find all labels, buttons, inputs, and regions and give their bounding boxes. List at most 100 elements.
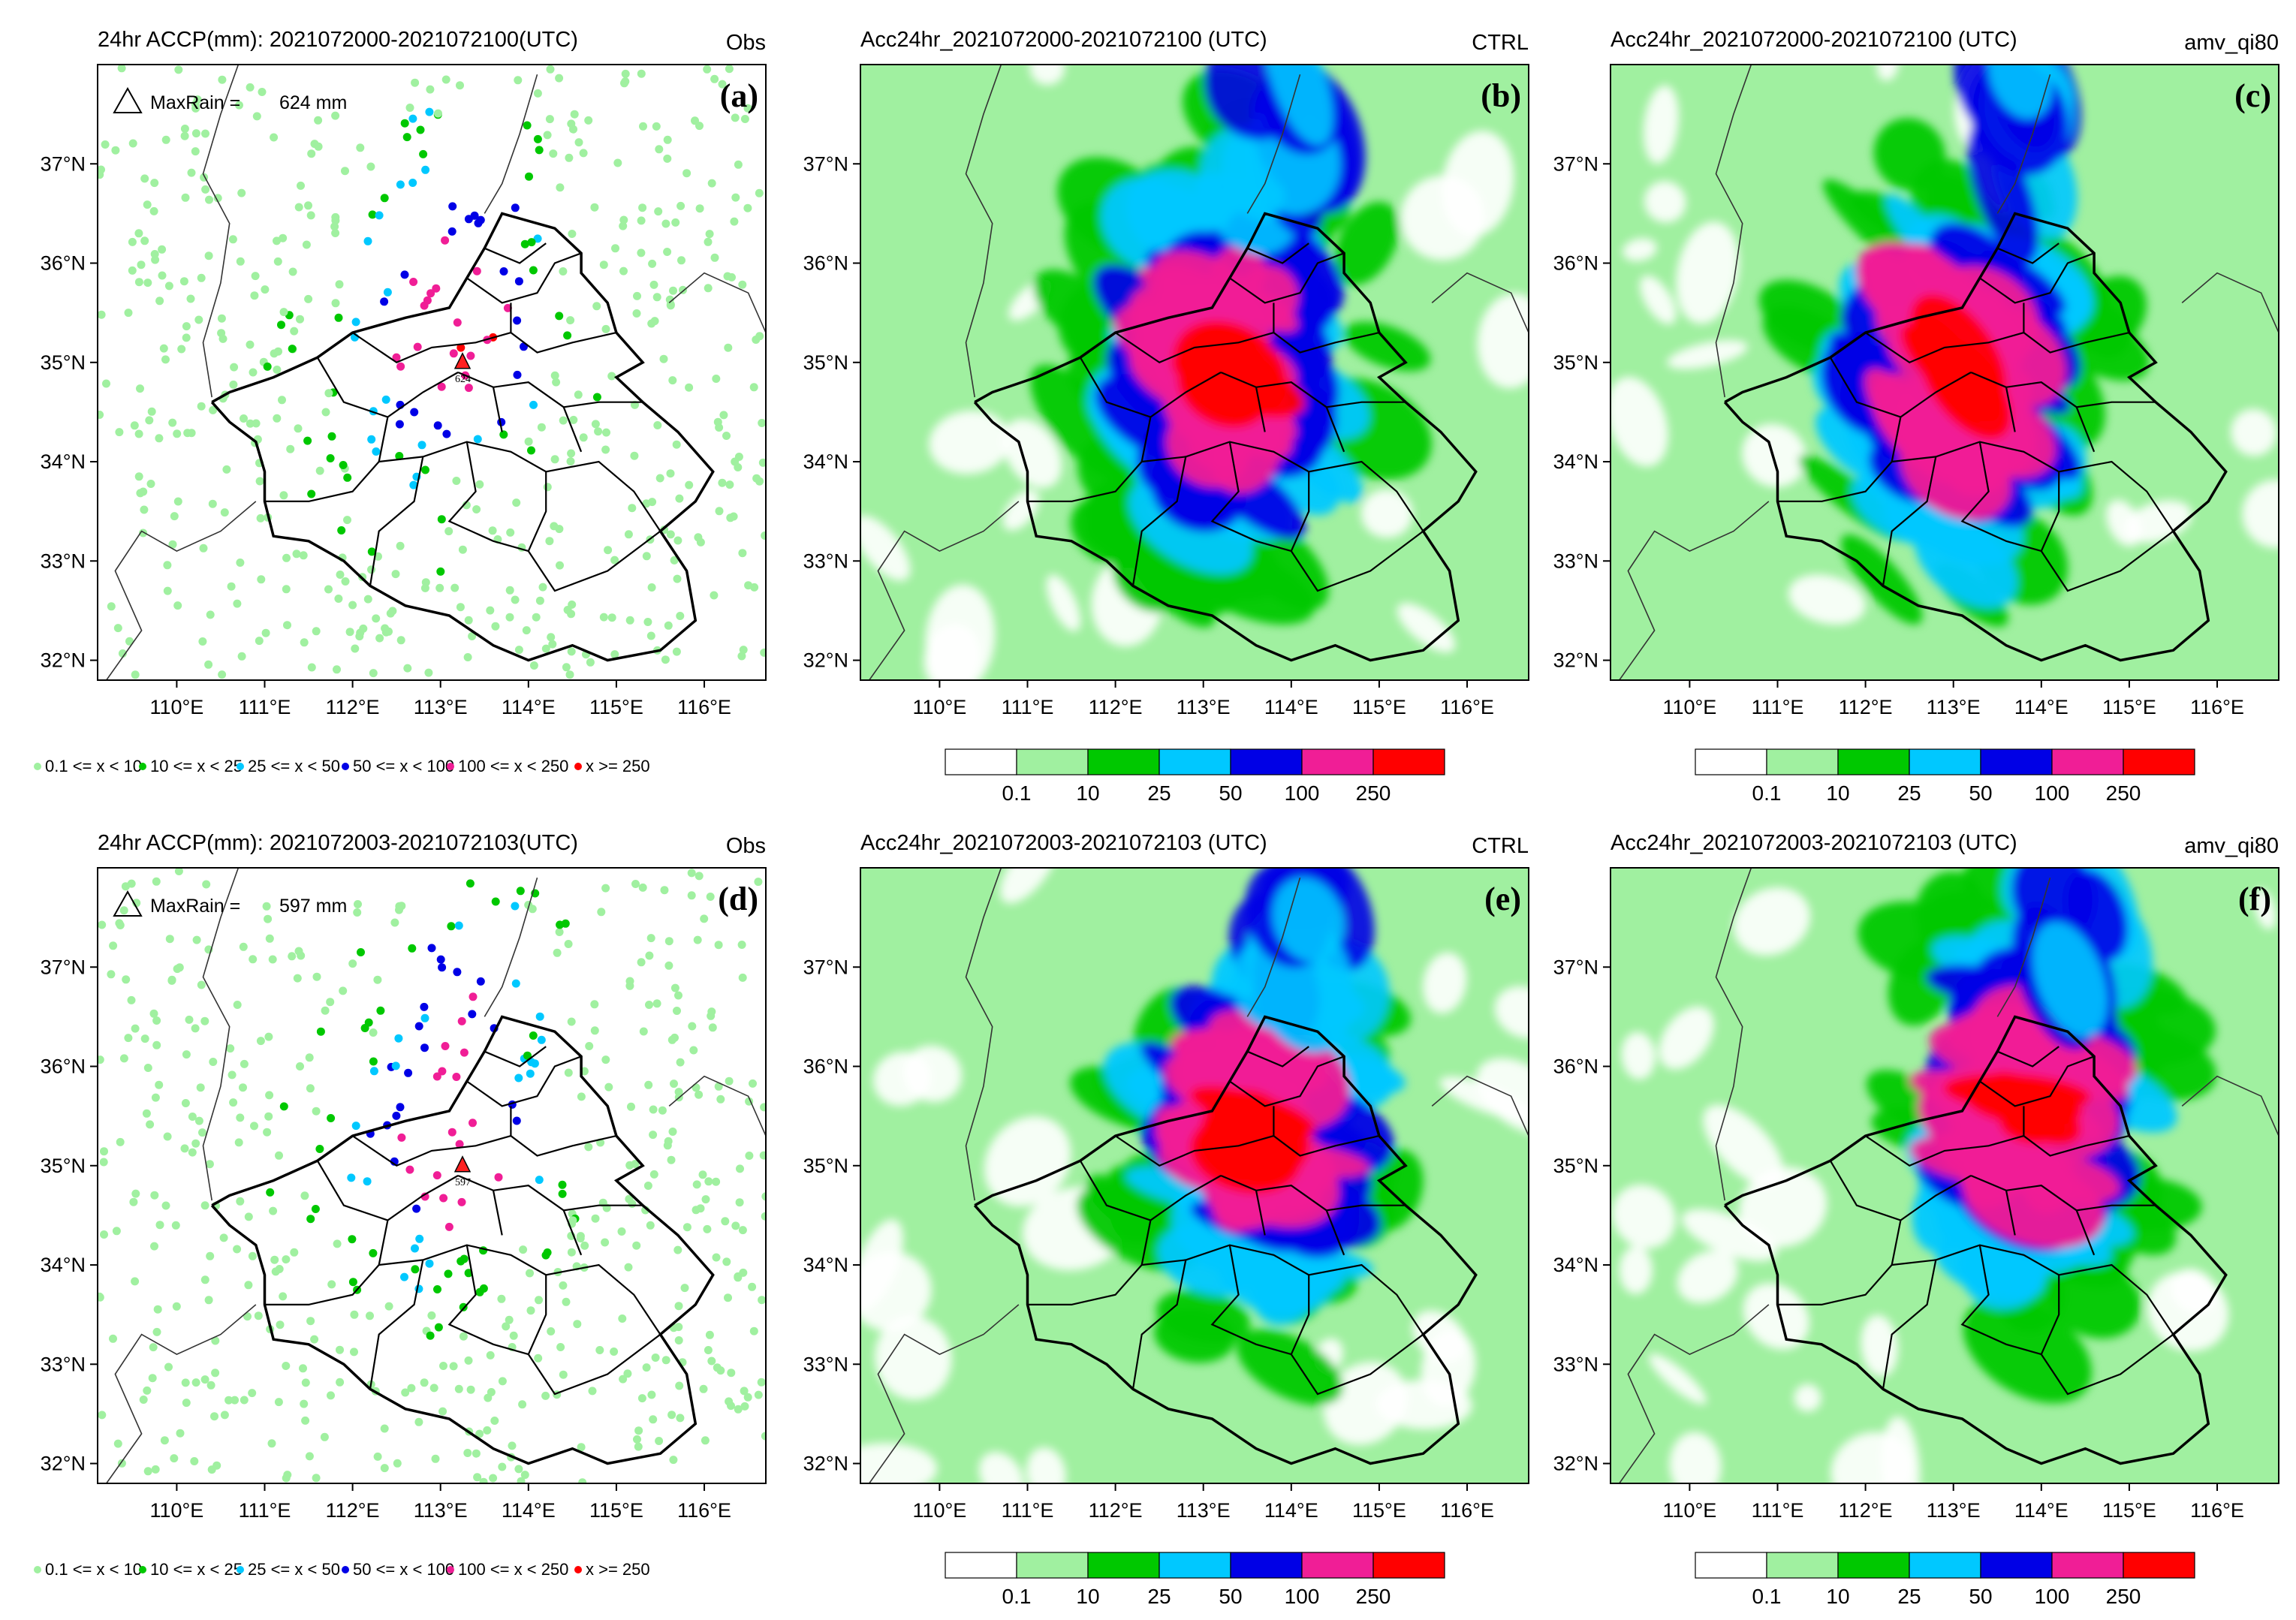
- station-dot: [526, 1069, 535, 1078]
- neighbor-boundary: [1715, 868, 1752, 1201]
- station-dot: [182, 1050, 191, 1059]
- station-dot: [155, 434, 164, 443]
- colorbar: 0.1 10 25 50 100 250: [1695, 1552, 2195, 1608]
- station-dot: [163, 561, 172, 570]
- station-dot: [99, 1158, 108, 1167]
- station-dot: [547, 1327, 556, 1335]
- station-dot: [174, 65, 183, 74]
- station-dot: [149, 1343, 158, 1352]
- lat-tick-label: 35°N: [1553, 351, 1598, 374]
- station-dot: [333, 665, 341, 674]
- station-dot: [740, 1402, 749, 1411]
- colorbar-label: 250: [2106, 781, 2141, 805]
- station-dot: [426, 1331, 435, 1340]
- station-dot: [369, 1028, 378, 1037]
- station-dot: [682, 1223, 692, 1232]
- precip-contour: [1619, 1246, 1653, 1294]
- station-dot: [327, 1391, 335, 1400]
- station-dot: [134, 229, 143, 238]
- city-boundary: [1882, 1260, 1937, 1390]
- station-dot: [724, 1293, 732, 1302]
- station-dot: [642, 1363, 651, 1372]
- lon-tick-label: 113°E: [1177, 1499, 1231, 1522]
- station-dot: [334, 595, 343, 603]
- station-dot: [652, 999, 661, 1008]
- station-dot: [185, 1015, 194, 1024]
- station-dot: [433, 1285, 441, 1293]
- station-dot: [176, 1429, 185, 1438]
- station-dot: [196, 1083, 205, 1092]
- station-dot: [541, 644, 550, 653]
- station-dot: [257, 575, 266, 584]
- station-dot: [563, 331, 572, 340]
- precip-contour: [1644, 181, 1686, 223]
- station-dot: [201, 129, 209, 138]
- station-dot: [278, 396, 286, 405]
- station-dot: [692, 1206, 701, 1215]
- station-dot: [254, 1311, 263, 1320]
- station-dot: [100, 1230, 108, 1239]
- station-dot: [327, 432, 336, 441]
- colorbar-label: 25: [1897, 1585, 1921, 1608]
- station-dot: [369, 1057, 378, 1066]
- station-dot: [689, 1046, 698, 1055]
- station-dot: [567, 1248, 576, 1257]
- station-dot: [282, 585, 291, 594]
- map-frame: [1610, 64, 2279, 681]
- station-dot: [348, 601, 357, 610]
- station-dot: [279, 308, 288, 317]
- station-dot: [619, 1375, 628, 1384]
- station-dot: [395, 452, 404, 460]
- station-dot: [654, 207, 663, 216]
- station-dot: [128, 237, 137, 246]
- station-dot: [294, 424, 303, 433]
- station-dot: [409, 278, 418, 286]
- map-area: [98, 868, 766, 1483]
- station-dot: [700, 914, 709, 923]
- station-dot: [545, 537, 554, 546]
- station-dot: [98, 920, 107, 929]
- station-dot: [131, 670, 140, 679]
- station-dot: [643, 1182, 652, 1190]
- station-dot: [302, 240, 311, 249]
- station-dot: [659, 354, 668, 363]
- station-dot: [307, 149, 316, 158]
- station-dot: [191, 1024, 200, 1033]
- city-boundary: [2040, 1333, 2174, 1396]
- city-boundary: [1864, 331, 2130, 364]
- station-dot: [667, 1155, 676, 1164]
- colorbar: 0.1 10 25 50 100 250: [1695, 748, 2195, 805]
- station-dot: [305, 1452, 314, 1461]
- precip-contour: [999, 868, 1058, 904]
- station-dot: [567, 1017, 576, 1026]
- station-dot: [710, 253, 719, 262]
- station-dot: [736, 1164, 744, 1173]
- station-dot: [369, 669, 378, 678]
- station-dot: [150, 250, 159, 258]
- station-dot: [755, 477, 764, 486]
- station-dot: [503, 303, 512, 312]
- lon-tick-label: 113°E: [414, 696, 468, 718]
- city-boundary: [369, 1260, 424, 1390]
- precip-contour: [1830, 1432, 1913, 1483]
- colorbar-segment: [2123, 1552, 2195, 1579]
- station-dot: [229, 1098, 238, 1107]
- city-boundary: [1864, 1134, 2130, 1167]
- city-boundary: [1220, 1174, 1406, 1212]
- station-dot: [743, 104, 752, 113]
- city-boundary: [1255, 1190, 1266, 1236]
- station-dot: [749, 383, 758, 392]
- station-dot: [250, 291, 259, 300]
- station-dot: [538, 583, 547, 592]
- station-dot: [637, 1394, 646, 1403]
- station-dot: [356, 143, 365, 152]
- station-dot: [236, 1113, 245, 1122]
- station-dot: [533, 89, 542, 98]
- station-dot: [403, 664, 412, 673]
- station-dot: [392, 353, 401, 362]
- neighbor-boundary: [1431, 1075, 1529, 1137]
- station-dot: [343, 473, 352, 482]
- station-dot: [638, 203, 647, 212]
- station-dot: [326, 998, 335, 1007]
- station-dot: [128, 139, 137, 148]
